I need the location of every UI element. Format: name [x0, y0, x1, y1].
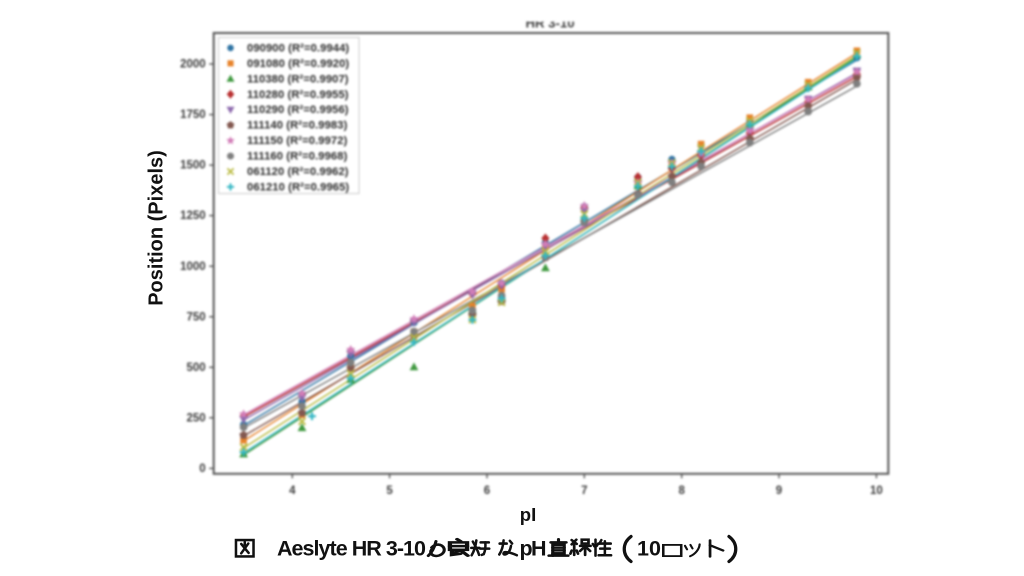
svg-text:1500: 1500	[180, 160, 206, 172]
svg-text:110380 (R²=0.9907): 110380 (R²=0.9907)	[247, 73, 349, 85]
svg-text:9: 9	[776, 485, 782, 497]
svg-text:110290 (R²=0.9956): 110290 (R²=0.9956)	[247, 104, 349, 116]
svg-text:750: 750	[187, 311, 206, 323]
svg-text:5: 5	[386, 485, 393, 497]
svg-text:10: 10	[637, 537, 661, 561]
svg-text:10: 10	[870, 485, 883, 497]
svg-text:111150 (R²=0.9972): 111150 (R²=0.9972)	[247, 135, 348, 147]
svg-text:4: 4	[289, 485, 296, 497]
svg-text:090900 (R²=0.9944): 090900 (R²=0.9944)	[247, 42, 349, 54]
svg-text:Aeslyte HR 3-10: Aeslyte HR 3-10	[277, 537, 426, 561]
svg-text:7: 7	[581, 485, 587, 497]
svg-text:500: 500	[187, 362, 206, 374]
svg-text:1000: 1000	[180, 261, 206, 273]
svg-text:0: 0	[199, 463, 205, 475]
svg-text:pH: pH	[520, 537, 547, 561]
svg-text:110280 (R²=0.9955): 110280 (R²=0.9955)	[247, 89, 349, 101]
svg-text:8: 8	[678, 485, 685, 497]
svg-text:6: 6	[484, 485, 490, 497]
svg-text:061120 (R²=0.9962): 061120 (R²=0.9962)	[247, 166, 349, 178]
svg-text:111160 (R²=0.9968): 111160 (R²=0.9968)	[247, 151, 348, 163]
svg-text:111140 (R²=0.9983): 111140 (R²=0.9983)	[247, 120, 348, 132]
svg-text:250: 250	[187, 412, 206, 424]
svg-text:1250: 1250	[180, 210, 206, 222]
svg-text:1750: 1750	[180, 109, 206, 121]
svg-text:091080 (R²=0.9920): 091080 (R²=0.9920)	[247, 58, 349, 70]
svg-text:061210 (R²=0.9965): 061210 (R²=0.9965)	[247, 181, 349, 193]
svg-text:2000: 2000	[180, 59, 206, 71]
